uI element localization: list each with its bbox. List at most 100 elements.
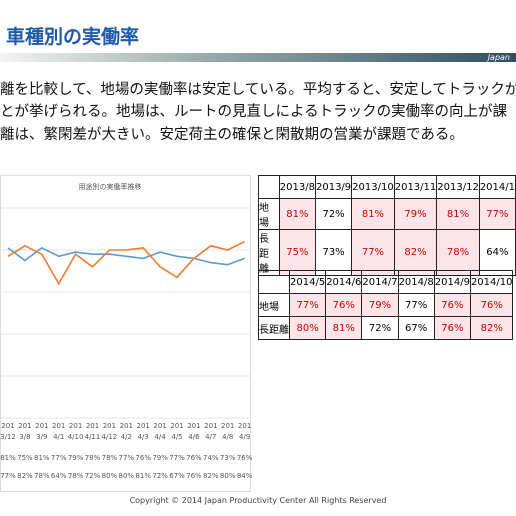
corner-cell xyxy=(258,270,290,294)
x-tick-label: 201 4/5 xyxy=(170,422,183,441)
header-cell: 2013/10 xyxy=(351,175,395,199)
x-tick-label: 201 4/7 xyxy=(204,422,217,441)
row-label: 長距離 xyxy=(258,229,280,276)
data-label: 79% xyxy=(152,454,168,462)
tag: Japan xyxy=(487,53,510,62)
data-label: 77% xyxy=(119,454,135,462)
x-tick-label: 201 4/6 xyxy=(187,422,200,441)
data-label: 77% xyxy=(169,454,185,462)
data-label: 77% xyxy=(51,454,67,462)
header-cell: 2014/9 xyxy=(433,270,471,294)
data-label: 81% xyxy=(135,472,151,480)
cell: 77% xyxy=(478,198,516,230)
header-cell: 2014/10 xyxy=(469,270,514,294)
x-tick-label: 201 4/1 xyxy=(52,422,65,441)
data-label: 78% xyxy=(85,454,101,462)
cell: 82% xyxy=(469,316,514,340)
header-cell: 2014/7 xyxy=(361,270,399,294)
cell: 76% xyxy=(325,293,363,317)
cell: 76% xyxy=(433,293,471,317)
row-label: 地場 xyxy=(258,293,290,317)
cell: 82% xyxy=(393,229,438,276)
cell: 79% xyxy=(393,198,438,230)
data-label: 82% xyxy=(17,472,33,480)
x-tick-label: 201 4/10 xyxy=(68,422,84,441)
x-tick-label: 201 3/9 xyxy=(35,422,48,441)
header-cell: 2014/6 xyxy=(325,270,363,294)
data-label: 82% xyxy=(203,472,219,480)
header-cell: 2014/8 xyxy=(397,270,435,294)
table: 2013/8 2013/9 2013/10 2013/11 2013/12 2014/1 地… xyxy=(258,175,516,276)
data-label: 78% xyxy=(68,472,84,480)
cell: 81% xyxy=(351,198,395,230)
data-label: 75% xyxy=(17,454,33,462)
x-tick-label: 201 4/3 xyxy=(137,422,150,441)
data-label: 78% xyxy=(102,454,118,462)
data-label: 81% xyxy=(34,454,50,462)
cell: 81% xyxy=(278,198,316,230)
data-label: 76% xyxy=(186,472,202,480)
data-label: 74% xyxy=(203,454,219,462)
cell: 79% xyxy=(361,293,399,317)
body-line: とが挙げられる。地場は、ルートの見直しによるトラックの実働率の向上が課 xyxy=(0,104,508,120)
x-tick-label: 201 4/11 xyxy=(85,422,101,441)
data-label: 76% xyxy=(237,454,252,462)
cell: 77% xyxy=(288,293,327,317)
row-label: 地場 xyxy=(258,198,280,230)
data-label: 64% xyxy=(51,472,67,480)
cell: 73% xyxy=(314,229,353,276)
header-cell: 2013/11 xyxy=(393,175,438,199)
footer: Copyright © 2014 Japan Productivity Cent… xyxy=(129,496,387,505)
cell: 76% xyxy=(469,293,514,317)
line-series xyxy=(7,240,245,286)
header-cell: 2014/5 xyxy=(288,270,327,294)
slide-title: 車種別の実働率 xyxy=(6,26,140,48)
data-label: 80% xyxy=(102,472,118,480)
data-label: 80% xyxy=(220,472,236,480)
x-tick-label: 201 3/8 xyxy=(18,422,31,441)
cell: 77% xyxy=(397,293,435,317)
body-line: 離を比較して、地場の実働率は安定している。平均すると、安定してトラックが xyxy=(0,82,516,98)
line-series xyxy=(7,246,245,266)
cell: 81% xyxy=(436,198,480,230)
data-label: 72% xyxy=(152,472,168,480)
data-label: 72% xyxy=(85,472,101,480)
x-tick-label: 201 4/8 xyxy=(221,422,234,441)
data-label: 81% xyxy=(0,454,16,462)
x-tick-label: 201 4/9 xyxy=(238,422,251,441)
cell: 67% xyxy=(397,316,435,340)
x-tick-label: 201 3/12 xyxy=(0,422,16,441)
chart-title: 用途別の実働率推移 xyxy=(79,182,142,191)
data-label: 78% xyxy=(34,472,50,480)
data-label: 76% xyxy=(135,454,151,462)
cell: 77% xyxy=(351,229,395,276)
table: 2014/5 2014/6 2014/7 2014/8 2014/9 2014/10 地場 7… xyxy=(258,270,514,340)
header-cell: 2013/9 xyxy=(314,175,353,199)
data-label: 80% xyxy=(119,472,135,480)
cell: 78% xyxy=(436,229,480,276)
data-label: 84% xyxy=(237,472,252,480)
header-cell: 2013/12 xyxy=(436,175,480,199)
cell: 75% xyxy=(278,229,316,276)
cell: 72% xyxy=(314,198,353,230)
cell: 64% xyxy=(478,229,516,276)
title-bar xyxy=(0,53,516,62)
cell: 81% xyxy=(325,316,363,340)
x-tick-label: 201 4/2 xyxy=(120,422,133,441)
header-cell: 2014/1 xyxy=(478,175,516,199)
data-label: 79% xyxy=(68,454,84,462)
data-label: 73% xyxy=(220,454,236,462)
data-label: 67% xyxy=(169,472,185,480)
data-label: 77% xyxy=(0,472,16,480)
row-label: 長距離 xyxy=(258,316,290,340)
body-line: 離は、繁閑差が大きい。安定荷主の確保と閑散期の営業が課題である。 xyxy=(0,127,464,143)
header-cell: 2013/8 xyxy=(278,175,316,199)
corner-cell xyxy=(258,175,280,199)
cell: 80% xyxy=(288,316,327,340)
data-label: 76% xyxy=(186,454,202,462)
cell: 72% xyxy=(361,316,399,340)
x-tick-label: 201 4/12 xyxy=(102,422,118,441)
cell: 76% xyxy=(433,316,471,340)
